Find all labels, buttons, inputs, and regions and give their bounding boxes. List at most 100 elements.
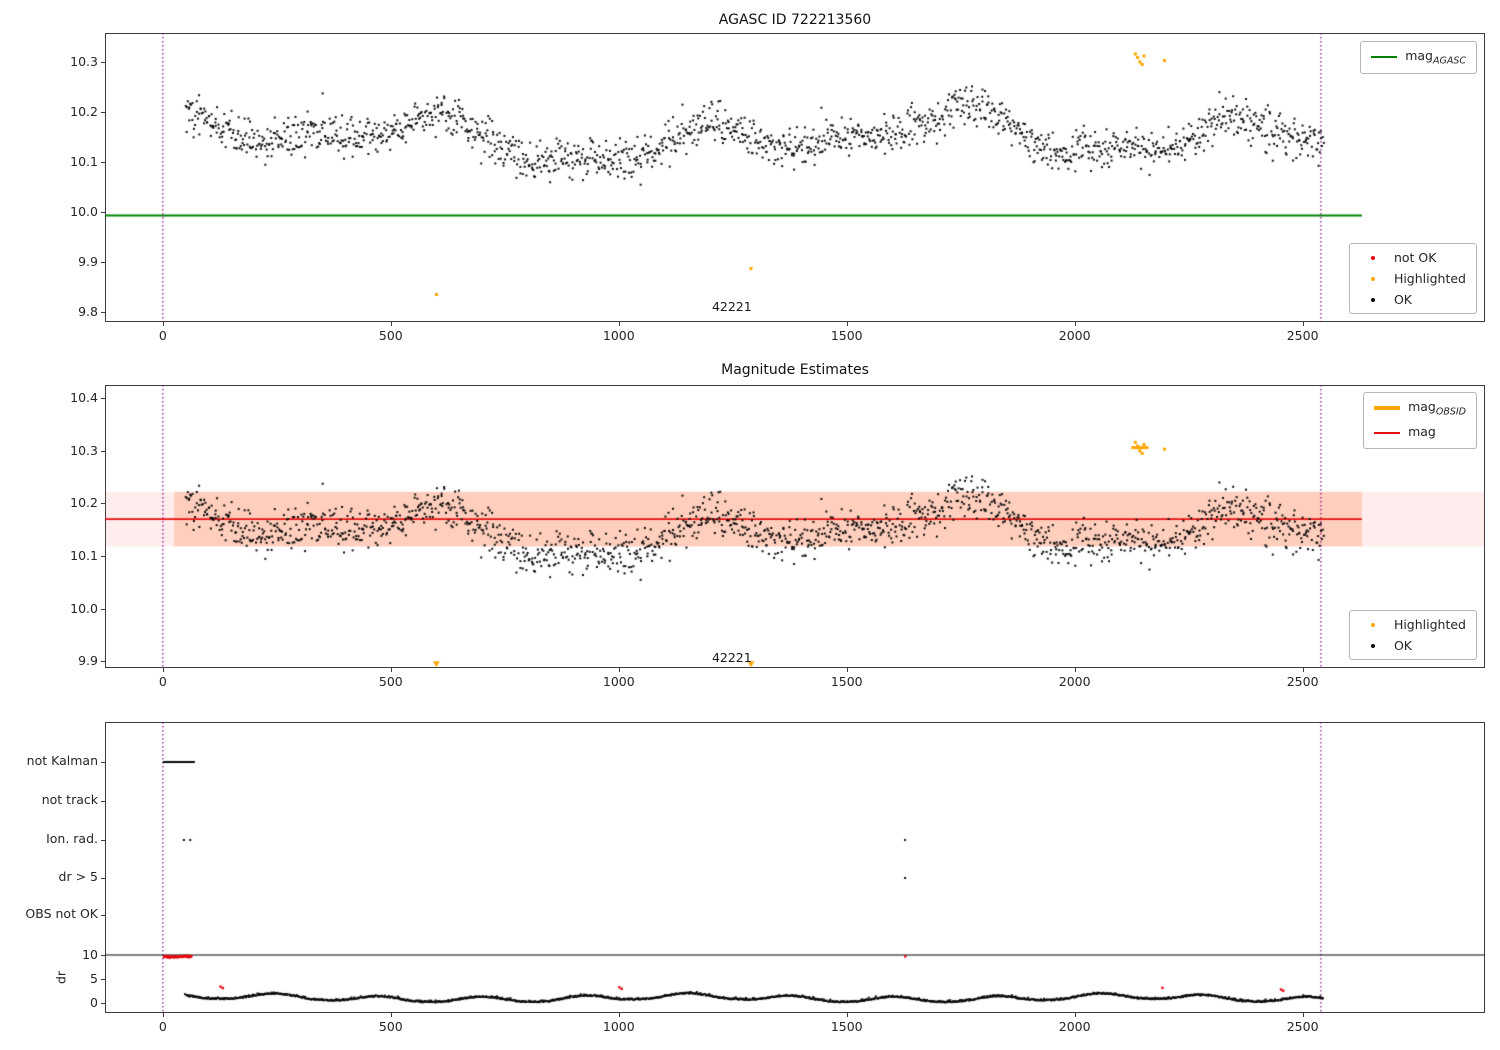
plot1-legend-line: magAGASC — [1360, 41, 1477, 74]
y-tick-mark — [101, 978, 105, 980]
plot2-legend-lines: magOBSID mag — [1363, 392, 1477, 449]
plot1-canvas — [105, 33, 1485, 322]
legend-item-ok: OK — [1360, 638, 1466, 653]
x-tick-mark — [162, 668, 164, 672]
flag-row-label: Ion. rad. — [46, 831, 98, 846]
y-tick-label: 10.1 — [70, 154, 98, 169]
x-tick-label: 2500 — [1286, 1019, 1319, 1034]
y-tick-mark — [101, 877, 105, 879]
y-tick-mark — [101, 162, 105, 163]
legend-item-highlighted: Highlighted — [1360, 617, 1466, 632]
ok-dot-icon — [1360, 643, 1386, 648]
mag-obsid-line-sample — [1374, 406, 1401, 411]
legend-item-mag-agasc: magAGASC — [1371, 48, 1466, 67]
mag-agasc-line-sample — [1371, 56, 1398, 59]
y-tick-label: 9.8 — [78, 304, 98, 319]
y-tick-mark — [101, 112, 105, 113]
x-tick-mark — [846, 668, 848, 672]
mag-line-sample — [1374, 431, 1401, 434]
flag-row-label: not track — [41, 792, 98, 807]
not-ok-dot-icon — [1360, 255, 1386, 260]
y-tick-label: 10.3 — [70, 442, 98, 458]
legend-label: magOBSID — [1408, 399, 1466, 418]
dr-tick-label: 10 — [82, 947, 98, 962]
x-tick-label: 1500 — [830, 328, 863, 343]
y-tick-label: 10.1 — [70, 547, 98, 563]
legend-label: OK — [1393, 638, 1412, 653]
highlighted-dot-icon — [1360, 622, 1386, 627]
y-tick-mark — [101, 503, 105, 505]
legend-label: Highlighted — [1393, 617, 1466, 632]
y-tick-label: 9.9 — [78, 254, 98, 269]
x-tick-label: 0 — [158, 1019, 167, 1034]
x-tick-label: 1000 — [602, 674, 635, 689]
legend-label: magAGASC — [1405, 48, 1466, 67]
y-tick-mark — [101, 262, 105, 263]
y-tick-mark — [101, 555, 105, 557]
plot1-title: AGASC ID 722213560 — [718, 12, 872, 28]
plot2-title: Magnitude Estimates — [721, 362, 869, 378]
y-tick-label: 10.2 — [70, 104, 98, 119]
x-tick-label: 2000 — [1058, 328, 1091, 343]
y-tick-label: 10.2 — [70, 495, 98, 511]
y-tick-label: 10.3 — [70, 54, 98, 69]
y-tick-mark — [101, 955, 105, 956]
y-tick-mark — [101, 661, 105, 663]
y-tick-mark — [101, 608, 105, 610]
x-tick-label: 1000 — [602, 1019, 635, 1034]
legend-item-highlighted: Highlighted — [1360, 271, 1466, 286]
y-tick-mark — [101, 840, 105, 841]
y-tick-mark — [101, 212, 105, 213]
y-tick-mark — [101, 762, 105, 763]
x-tick-label: 1500 — [830, 1019, 863, 1034]
y-tick-label: 10.0 — [70, 600, 98, 616]
x-tick-mark — [162, 322, 164, 326]
x-tick-mark — [390, 668, 392, 672]
y-tick-mark — [101, 312, 105, 313]
y-tick-mark — [101, 1002, 105, 1004]
y-tick-mark — [101, 62, 105, 63]
x-tick-label: 0 — [158, 674, 167, 689]
x-tick-label: 2000 — [1058, 674, 1091, 689]
y-tick-mark — [101, 801, 105, 802]
legend-label: not OK — [1393, 250, 1437, 265]
x-tick-label: 2500 — [1286, 328, 1319, 343]
y-tick-mark — [101, 914, 105, 916]
x-tick-mark — [1302, 1013, 1304, 1017]
legend-item-not-ok: not OK — [1360, 250, 1466, 265]
legend-label: Highlighted — [1393, 271, 1466, 286]
x-tick-mark — [1074, 322, 1076, 326]
plot1-annotation-obsid: 42221 — [711, 299, 752, 314]
y-tick-label: 9.9 — [78, 653, 98, 669]
highlighted-dot-icon — [1360, 276, 1386, 281]
x-tick-mark — [390, 322, 392, 326]
x-tick-label: 500 — [378, 674, 403, 689]
y-tick-mark — [101, 450, 105, 452]
plot1-legend-markers: not OK Highlighted OK — [1348, 243, 1477, 314]
x-tick-mark — [618, 322, 620, 326]
dr-tick-label: 0 — [90, 994, 98, 1010]
x-tick-mark — [846, 322, 848, 326]
plot3-canvas — [105, 722, 1485, 1013]
legend-item-mag-obsid: magOBSID — [1374, 399, 1466, 418]
y-tick-mark — [101, 398, 105, 400]
ok-dot-icon — [1360, 297, 1386, 302]
x-tick-mark — [162, 1013, 164, 1017]
x-tick-mark — [390, 1013, 392, 1017]
legend-item-mag: mag — [1374, 424, 1466, 443]
x-tick-label: 500 — [378, 1019, 403, 1034]
y-tick-label: 10.4 — [70, 390, 98, 406]
x-tick-mark — [618, 1013, 620, 1017]
x-tick-label: 2000 — [1058, 1019, 1091, 1034]
x-tick-mark — [1302, 322, 1304, 326]
dr-tick-label: 5 — [90, 970, 98, 986]
legend-item-ok: OK — [1360, 292, 1466, 307]
x-tick-mark — [1074, 668, 1076, 672]
x-tick-mark — [846, 1013, 848, 1017]
x-tick-mark — [1302, 668, 1304, 672]
x-tick-label: 1500 — [830, 674, 863, 689]
plot2-annotation-obsid: 42221 — [711, 650, 752, 665]
y-tick-label: 10.0 — [70, 204, 98, 219]
x-tick-label: 1000 — [602, 328, 635, 343]
